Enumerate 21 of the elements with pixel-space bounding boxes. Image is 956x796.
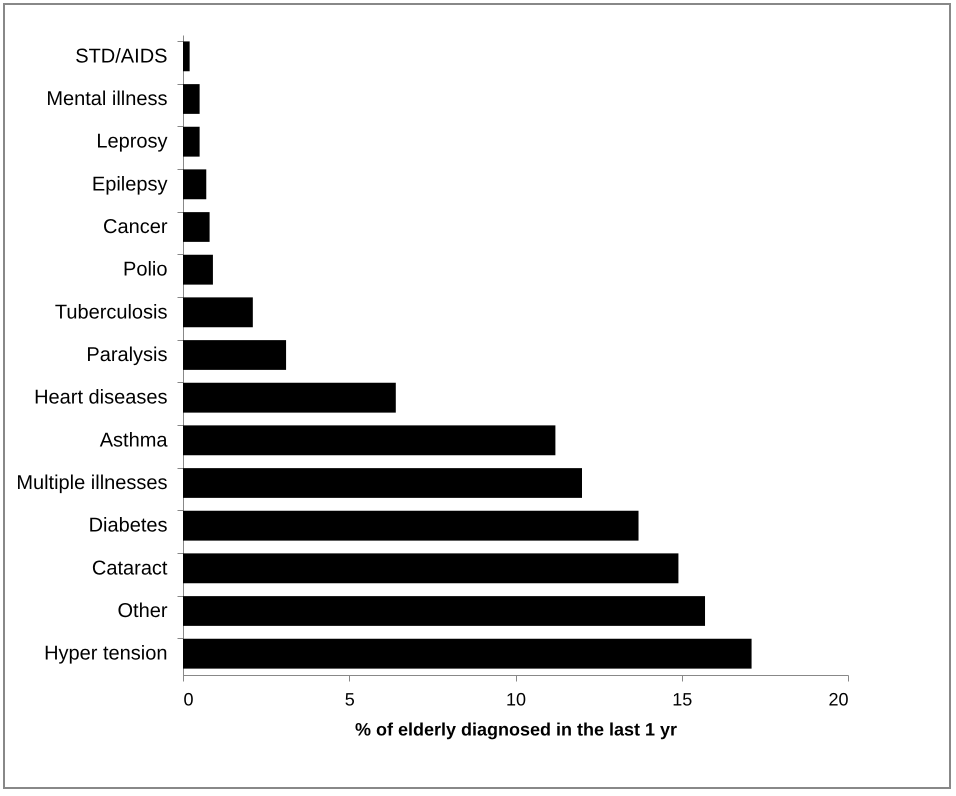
x-tick-label: 10 bbox=[506, 690, 526, 710]
x-tick-label: 5 bbox=[344, 690, 355, 710]
y-tick-label: Asthma bbox=[100, 429, 168, 452]
y-tick-label: Tuberculosis bbox=[54, 301, 168, 324]
x-tick-label: 15 bbox=[672, 690, 692, 710]
y-tick-label: Heart diseases bbox=[34, 386, 168, 409]
y-tick-label: Leprosy bbox=[96, 130, 168, 153]
x-tick-label: 20 bbox=[828, 690, 848, 710]
y-tick-label: Other bbox=[117, 600, 168, 622]
y-tick-label: Cataract bbox=[92, 557, 168, 580]
x-axis-title: % of elderly diagnosed in the last 1 yr bbox=[354, 720, 678, 740]
x-tick-label: 0 bbox=[184, 690, 194, 710]
y-tick-label: Polio bbox=[123, 258, 168, 281]
y-tick-label: STD/AIDS bbox=[75, 45, 168, 68]
y-tick-label: Hyper tension bbox=[44, 642, 168, 665]
y-tick-label: Mental illness bbox=[46, 88, 168, 110]
y-tick-label: Diabetes bbox=[88, 514, 168, 537]
y-tick-label: Cancer bbox=[103, 216, 168, 238]
y-tick-label: Paralysis bbox=[86, 344, 168, 366]
y-tick-label: Multiple illnesses bbox=[16, 472, 168, 494]
y-tick-label: Epilepsy bbox=[92, 173, 168, 196]
